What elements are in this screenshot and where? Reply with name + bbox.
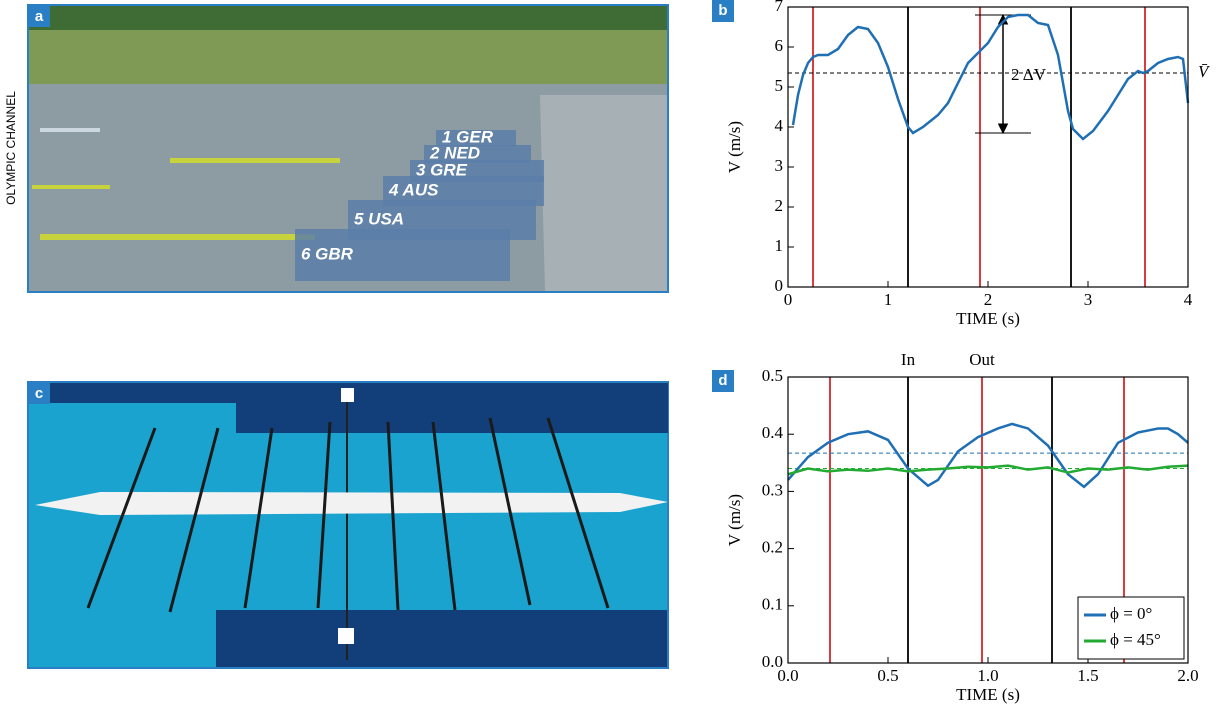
boat [40, 128, 100, 132]
range-label: 2 ΔV [1011, 65, 1047, 84]
plot-frame [787, 6, 1189, 288]
panel-badge [712, 0, 734, 22]
grass [29, 30, 667, 84]
y-tick-label: 0.2 [762, 538, 783, 557]
y-tick-label: 0.1 [762, 595, 783, 614]
board-entry: 1 GER [442, 127, 494, 146]
y-tick-label: 5 [775, 76, 784, 95]
annotation: Out [969, 350, 995, 369]
oars [86, 417, 610, 613]
panel-label: c [35, 385, 43, 402]
board-entry: 6 GBR [301, 244, 354, 263]
y-axis-label: V (m/s) [725, 494, 744, 546]
buoy [341, 388, 354, 402]
photo-credit: OLYMPIC CHANNEL [4, 91, 18, 205]
y-tick-label: 0.4 [762, 423, 784, 442]
panel-label: a [35, 8, 44, 25]
series-line [787, 464, 1189, 476]
board-entry: 5 USA [354, 209, 404, 228]
annotation: In [901, 350, 916, 369]
y-tick-label: 6 [775, 36, 784, 55]
y-tick-label: 1 [775, 236, 784, 255]
series-line [787, 422, 1189, 489]
x-tick-label: 1.0 [977, 666, 998, 685]
x-tick-label: 0 [784, 290, 793, 309]
board-entry: 3 GRE [416, 160, 468, 179]
x-tick-label: 2 [984, 290, 993, 309]
y-tick-label: 2 [775, 196, 784, 215]
x-tick-label: 0.0 [777, 666, 798, 685]
legend-entry: ϕ = 0° [1110, 604, 1152, 623]
legend-entry: ϕ = 45° [1110, 630, 1161, 649]
y-tick-label: 3 [775, 156, 784, 175]
boat [170, 158, 340, 163]
x-tick-label: 0.5 [877, 666, 898, 685]
shadow [216, 610, 667, 667]
x-tick-label: 1 [884, 290, 893, 309]
boat [40, 234, 315, 240]
board-plate [295, 229, 510, 281]
boat [32, 185, 110, 189]
x-tick-label: 2.0 [1177, 666, 1198, 685]
trees [29, 6, 667, 30]
legend-box [1077, 596, 1185, 660]
shadow [236, 383, 668, 433]
y-tick-label: 7 [775, 0, 784, 15]
board-entry: 2 NED [429, 143, 480, 162]
buoy [338, 628, 354, 644]
y-tick-label: 0.3 [762, 480, 783, 499]
mean-label: V̄ [1198, 62, 1211, 81]
y-tick-label: 0.0 [762, 652, 783, 671]
y-tick-label: 4 [775, 116, 784, 135]
board-entry: 4 AUS [388, 180, 439, 199]
photo-c: c [27, 381, 669, 669]
y-tick-label: 0 [775, 276, 784, 295]
x-tick-label: 3 [1084, 290, 1093, 309]
panel-badge [712, 370, 734, 392]
panel-badge [28, 5, 50, 27]
x-tick-label: 4 [1184, 290, 1193, 309]
board-plate [436, 130, 516, 146]
panel-badge [28, 382, 50, 404]
x-axis-label: TIME (s) [956, 309, 1020, 328]
y-tick-label: 0.5 [762, 366, 783, 385]
shadow [29, 383, 236, 403]
x-axis-label: TIME (s) [956, 685, 1020, 704]
panel-label: d [718, 372, 727, 389]
board-plate [424, 145, 531, 163]
pier [540, 95, 667, 291]
y-axis-label: V (m/s) [725, 121, 744, 173]
series-line [791, 13, 1190, 141]
panel-label: b [718, 2, 727, 19]
x-tick-label: 1.5 [1077, 666, 1098, 685]
